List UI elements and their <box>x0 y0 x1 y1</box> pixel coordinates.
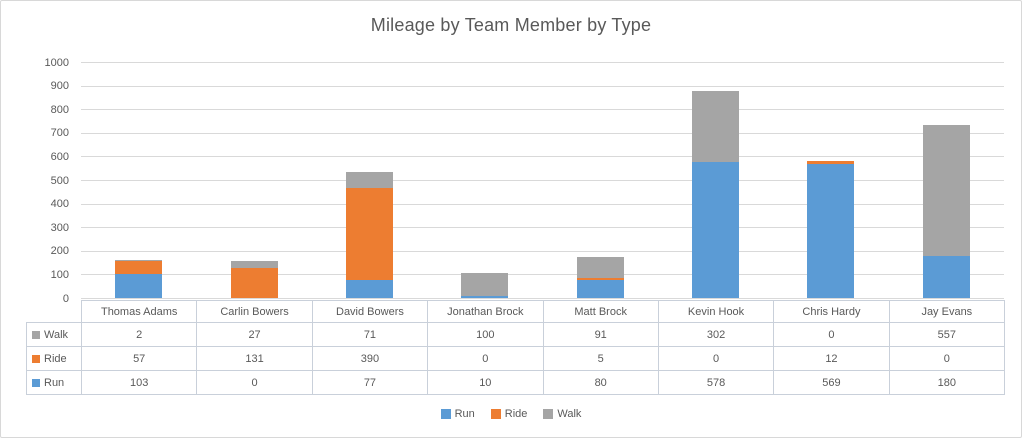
table-cell-run: 103 <box>80 370 198 395</box>
bar-segment-walk-jonathan-brock <box>461 272 509 297</box>
table-cell-ride: 5 <box>542 346 659 371</box>
y-axis-tick-label: 900 <box>50 80 69 93</box>
table-cell-walk: 2 <box>80 322 198 347</box>
y-axis-tick-label: 600 <box>50 150 69 163</box>
y-axis-tick-label: 200 <box>50 245 69 258</box>
table-cell-ride: 0 <box>427 346 544 371</box>
table-header-carlin-bowers: Carlin Bowers <box>196 300 313 323</box>
table-cell-run: 180 <box>888 370 1006 395</box>
table-cell-ride: 12 <box>773 346 890 371</box>
gridline <box>81 109 1004 111</box>
table-cell-walk: 302 <box>657 322 775 347</box>
table-cell-walk: 71 <box>311 322 429 347</box>
bar-segment-walk-matt-brock <box>576 256 624 279</box>
table-row-label-ride: Ride <box>26 346 82 371</box>
legend-walk-swatch-icon <box>543 409 554 419</box>
legend-item-walk: Walk <box>543 408 581 420</box>
table-cell-walk: 557 <box>888 322 1006 347</box>
legend: Run Ride Walk <box>1 405 1021 423</box>
bar-segment-run-jonathan-brock <box>461 296 509 299</box>
gridline <box>81 85 1004 87</box>
table-cell-run: 10 <box>427 370 544 395</box>
table-header-kevin-hook: Kevin Hook <box>657 300 775 323</box>
gridline <box>81 132 1004 134</box>
bar-segment-ride-thomas-adams <box>115 260 163 275</box>
data-table: Thomas Adams Carlin Bowers David Bowers Jon… <box>26 300 1006 395</box>
bar-segment-run-thomas-adams <box>115 274 163 299</box>
legend-run-swatch-icon <box>440 409 451 419</box>
table-cell-run: 77 <box>311 370 429 395</box>
legend-item-ride: Ride <box>490 408 528 420</box>
table-cell-run: 578 <box>657 370 775 395</box>
bar-segment-ride-david-bowers <box>345 188 393 281</box>
table-cell-run: 0 <box>196 370 313 395</box>
bar-segment-run-matt-brock <box>576 279 624 299</box>
y-axis-tick-label: 500 <box>50 174 69 187</box>
gridline <box>81 250 1004 252</box>
y-axis-tick-label: 100 <box>50 268 69 281</box>
table-header-matt-brock: Matt Brock <box>542 300 659 323</box>
run-series-swatch-icon <box>32 378 40 387</box>
bar-segment-ride-chris-hardy <box>807 161 855 165</box>
bar-segment-run-chris-hardy <box>807 164 855 299</box>
table-cell-ride: 57 <box>80 346 198 371</box>
bar-segment-run-kevin-hook <box>692 162 740 299</box>
gridline <box>81 180 1004 181</box>
bar-segment-walk-carlin-bowers <box>230 261 278 268</box>
y-axis-tick-label: 700 <box>50 127 69 140</box>
table-row-label-run: Run <box>26 370 82 395</box>
table-header-chris-hardy: Chris Hardy <box>773 300 890 323</box>
legend-item-label: Ride <box>504 408 528 420</box>
gridline <box>81 156 1004 158</box>
bar-segment-ride-carlin-bowers <box>230 267 278 299</box>
bar-segment-run-jay-evans <box>922 256 970 299</box>
table-cell-ride: 390 <box>311 346 429 371</box>
bar-segment-walk-david-bowers <box>345 171 393 189</box>
table-header-jonathan-brock: Jonathan Brock <box>427 300 544 323</box>
bar-segment-walk-kevin-hook <box>692 90 740 163</box>
y-axis-tick-label: 400 <box>50 198 69 211</box>
table-row-label-walk: Walk <box>26 322 82 347</box>
table-corner-cell <box>27 301 82 323</box>
legend-item-run: Run <box>440 408 475 420</box>
y-axis-tick-label: 800 <box>50 103 69 116</box>
chart-title: Mileage by Team Member by Type <box>370 15 652 35</box>
table-cell-run: 80 <box>542 370 659 395</box>
table-cell-walk: 100 <box>427 322 544 347</box>
gridline <box>81 227 1004 229</box>
walk-series-swatch-icon <box>32 330 40 339</box>
gridline <box>81 62 1004 63</box>
bar-segment-run-david-bowers <box>345 280 393 299</box>
y-axis-tick-label: 1000 <box>44 56 69 69</box>
table-header-david-bowers: David Bowers <box>311 300 429 323</box>
gridline <box>81 298 1004 299</box>
table-cell-ride: 0 <box>657 346 775 371</box>
table-header-thomas-adams: Thomas Adams <box>80 300 198 323</box>
y-axis-tick-label: 300 <box>50 221 69 234</box>
table-cell-ride: 0 <box>888 346 1006 371</box>
legend-item-label: Run <box>454 408 475 420</box>
gridline <box>81 203 1004 205</box>
table-cell-ride: 131 <box>196 346 313 371</box>
bar-segment-walk-jay-evans <box>922 124 970 256</box>
table-cell-walk: 27 <box>196 322 313 347</box>
table-cell-run: 569 <box>773 370 890 395</box>
legend-item-label: Walk <box>557 408 582 420</box>
bar-segment-ride-matt-brock <box>576 278 624 280</box>
y-axis-tick-label: 0 <box>62 292 69 305</box>
gridline <box>81 274 1004 276</box>
legend-ride-swatch-icon <box>490 409 501 419</box>
table-cell-walk: 91 <box>542 322 659 347</box>
ride-series-swatch-icon <box>32 354 40 363</box>
table-header-jay-evans: Jay Evans <box>888 300 1006 323</box>
table-cell-walk: 0 <box>773 322 890 347</box>
